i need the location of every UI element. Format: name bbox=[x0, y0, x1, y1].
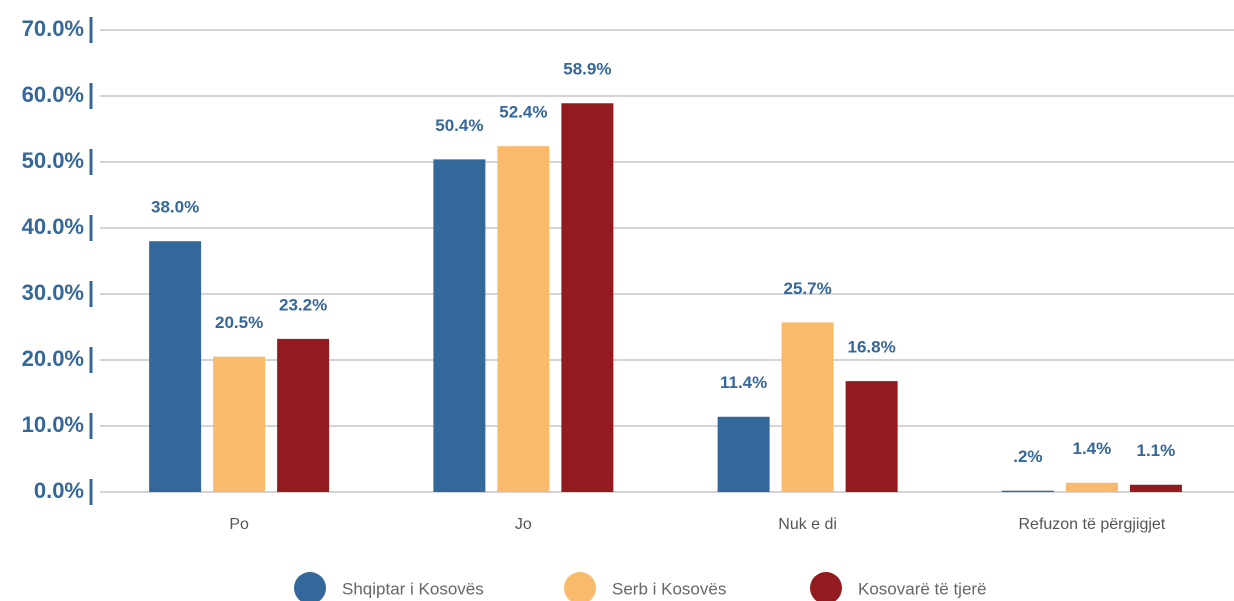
y-tick-label: 50.0% bbox=[22, 148, 84, 173]
y-tick-label: 30.0% bbox=[22, 280, 84, 305]
y-tick-label: 40.0% bbox=[22, 214, 84, 239]
data-label: 50.4% bbox=[435, 116, 483, 135]
legend-swatch bbox=[294, 572, 326, 601]
bar bbox=[149, 241, 202, 492]
legend-swatch bbox=[810, 572, 842, 601]
bar bbox=[277, 338, 330, 492]
bar bbox=[1065, 482, 1118, 492]
y-tick-label: 60.0% bbox=[22, 82, 84, 107]
data-label: 20.5% bbox=[215, 313, 263, 332]
data-label: 11.4% bbox=[720, 373, 767, 392]
data-label: 16.8% bbox=[848, 338, 896, 357]
legend-label: Kosovarë të tjerë bbox=[858, 579, 987, 598]
bar bbox=[433, 159, 486, 493]
bar bbox=[497, 146, 550, 492]
bar bbox=[561, 103, 614, 492]
y-tick-label: 20.0% bbox=[22, 346, 84, 371]
bar bbox=[845, 381, 898, 492]
data-label: 23.2% bbox=[279, 295, 327, 314]
y-tick-label: 0.0% bbox=[34, 478, 84, 503]
data-label: 1.1% bbox=[1137, 441, 1176, 460]
data-label: 38.0% bbox=[151, 198, 199, 217]
x-tick-label: Refuzon të përgjigjet bbox=[1018, 516, 1165, 533]
data-label: 25.7% bbox=[784, 279, 832, 298]
bar bbox=[781, 322, 834, 492]
y-tick-label: 10.0% bbox=[22, 412, 84, 437]
legend-label: Serb i Kosovës bbox=[612, 579, 726, 598]
x-tick-label: Po bbox=[229, 516, 249, 533]
bar bbox=[213, 356, 266, 492]
bar bbox=[1001, 490, 1054, 492]
bar bbox=[1129, 484, 1182, 492]
data-label: .2% bbox=[1013, 447, 1042, 466]
legend-swatch bbox=[564, 572, 596, 601]
y-tick-label: 70.0% bbox=[22, 16, 84, 41]
data-label: 58.9% bbox=[563, 60, 611, 79]
data-label: 52.4% bbox=[499, 103, 547, 122]
bar bbox=[717, 416, 770, 492]
x-tick-label: Jo bbox=[515, 516, 532, 533]
x-tick-label: Nuk e di bbox=[778, 516, 837, 533]
data-label: 1.4% bbox=[1073, 439, 1112, 458]
legend-label: Shqiptar i Kosovës bbox=[342, 579, 484, 598]
